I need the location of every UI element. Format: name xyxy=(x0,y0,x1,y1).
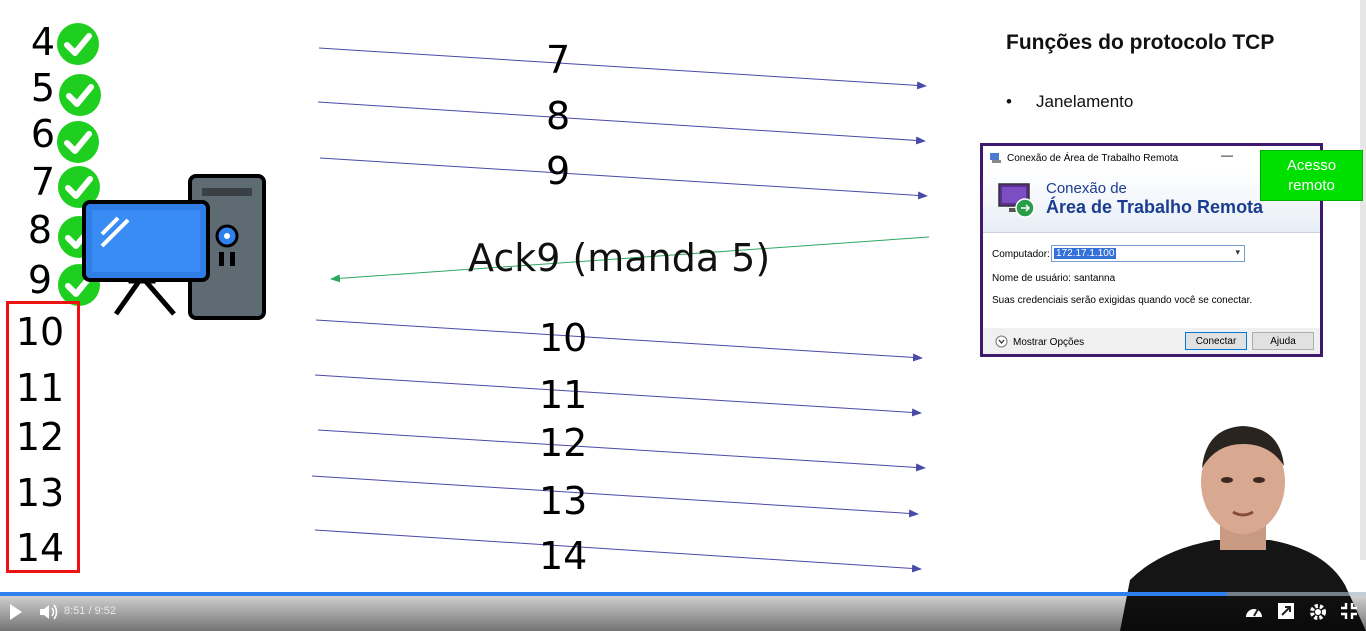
pending-seq: 12 xyxy=(15,415,65,459)
help-button[interactable]: Ajuda xyxy=(1252,332,1314,350)
credentials-note: Suas credenciais serão exigidas quando v… xyxy=(992,295,1253,306)
play-icon[interactable] xyxy=(8,602,24,622)
remote-access-callout: Acesso remoto xyxy=(1260,150,1363,201)
computer-label: Computador: xyxy=(992,249,1050,260)
ack-label: Ack9 (manda 5) xyxy=(468,236,771,280)
send-arrow xyxy=(314,529,922,573)
segment-label: 9 xyxy=(546,149,571,193)
segment-label: 10 xyxy=(539,316,588,360)
expand-options-icon[interactable] xyxy=(995,335,1008,348)
computer-field-value: 172.17.1.100 xyxy=(1054,248,1117,259)
bullet-text: Janelamento xyxy=(1036,92,1134,111)
show-options-link[interactable]: Mostrar Opções xyxy=(1013,337,1085,348)
slide-scrollbar xyxy=(1360,0,1366,560)
rdp-header-line2: Área de Trabalho Remota xyxy=(1046,197,1264,217)
send-arrow xyxy=(318,47,927,90)
progress-fill xyxy=(0,592,1227,596)
segment-label: 8 xyxy=(546,94,571,138)
check-icon xyxy=(59,74,101,116)
acked-seq: 7 xyxy=(30,160,56,204)
rdp-window-title: Conexão de Área de Trabalho Remota xyxy=(1007,153,1179,164)
send-arrow xyxy=(315,319,923,362)
remote-desktop-icon xyxy=(998,183,1035,218)
player-control-bar xyxy=(0,592,1366,631)
segment-label: 12 xyxy=(539,421,588,465)
exit-fullscreen-icon[interactable] xyxy=(1340,602,1358,620)
callout-line2: remoto xyxy=(1288,177,1335,194)
minimize-button[interactable]: — xyxy=(1221,148,1233,162)
send-arrow xyxy=(311,475,919,518)
acked-seq: 6 xyxy=(30,112,56,156)
username-label: Nome de usuário: xyxy=(992,273,1071,284)
acked-seq: 8 xyxy=(27,208,53,252)
check-icon xyxy=(57,23,99,65)
computer-field[interactable]: 172.17.1.100 ▾ xyxy=(1051,245,1245,262)
pending-seq: 14 xyxy=(15,526,65,570)
computer-icon xyxy=(82,174,266,320)
send-arrow xyxy=(314,374,922,417)
send-arrow xyxy=(317,101,926,145)
slide-bullet: • Janelamento xyxy=(1006,92,1133,112)
segment-label: 7 xyxy=(546,38,571,82)
settings-gear-icon[interactable] xyxy=(1308,602,1328,622)
chevron-down-icon[interactable]: ▾ xyxy=(1235,247,1240,257)
pending-seq: 11 xyxy=(15,366,65,410)
pending-seq: 10 xyxy=(15,310,65,354)
rdp-app-icon xyxy=(990,153,1001,163)
slide-title: Funções do protocolo TCP xyxy=(1006,31,1275,54)
segment-label: 11 xyxy=(539,373,588,417)
popout-icon[interactable] xyxy=(1277,602,1295,620)
ack-arrow xyxy=(330,236,930,283)
acked-seq: 9 xyxy=(27,258,53,302)
acked-seq: 4 xyxy=(30,20,56,64)
segment-label: 13 xyxy=(539,479,588,523)
send-arrow xyxy=(317,429,926,472)
window-box xyxy=(6,301,80,573)
username-value: santanna xyxy=(1074,273,1116,284)
volume-icon[interactable] xyxy=(38,602,60,622)
check-icon xyxy=(58,166,100,208)
time-display: 8:51 / 9:52 xyxy=(64,605,116,617)
segment-label: 14 xyxy=(539,534,588,578)
rdp-header-line1: Conexão de xyxy=(1046,180,1127,197)
bullet-marker: • xyxy=(1006,92,1012,111)
check-icon xyxy=(57,121,99,163)
callout-line1: Acesso xyxy=(1286,157,1337,174)
connect-button[interactable]: Conectar xyxy=(1185,332,1247,350)
speed-icon[interactable] xyxy=(1244,602,1264,622)
acked-seq: 5 xyxy=(30,66,56,110)
send-arrow xyxy=(319,157,928,200)
pending-seq: 13 xyxy=(15,471,65,515)
